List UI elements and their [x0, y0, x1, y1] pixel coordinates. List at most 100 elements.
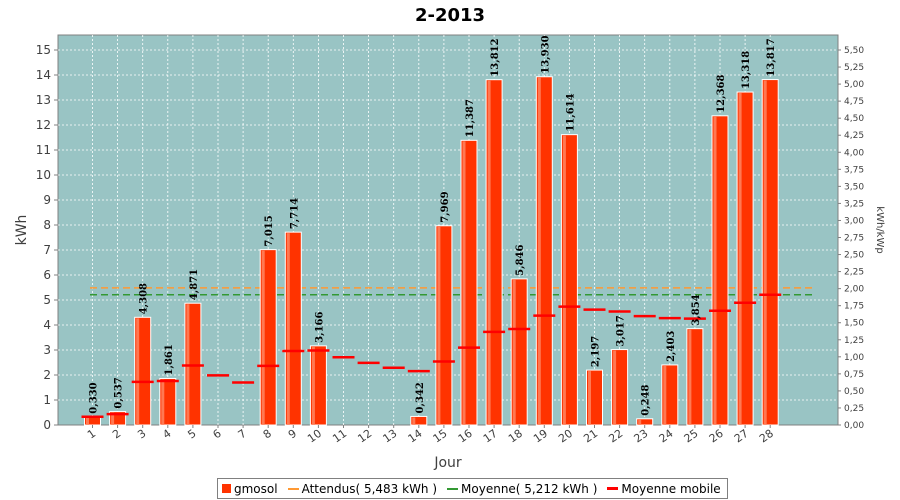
y-tick-label: 12 [36, 118, 51, 132]
x-tick-label: 25 [682, 427, 701, 446]
bar-value-label: 3,017 [616, 315, 627, 346]
bar-value-label: 3,854 [691, 294, 702, 325]
bar-highlight [311, 346, 315, 425]
y2-tick-label: 4,75 [844, 97, 864, 107]
x-tick-label: 6 [211, 427, 224, 442]
x-tick-label: 23 [631, 427, 650, 446]
bar-highlight [161, 379, 165, 425]
legend-label-moyenne-mobile: Moyenne mobile [621, 481, 721, 496]
bar-highlight [713, 116, 717, 426]
y2-tick-label: 0,50 [844, 387, 864, 397]
legend-item-gmosol: gmosol [222, 482, 278, 496]
legend-item-moyenne-mobile: Moyenne mobile [607, 481, 721, 496]
y2-tick-label: 1,50 [844, 319, 864, 329]
bar-value-label: 12,368 [716, 74, 727, 112]
legend-swatch-gmosol [222, 484, 231, 493]
y2-tick-label: 0,25 [844, 404, 864, 414]
y2-tick-label: 0,00 [844, 421, 864, 431]
y-tick-label: 14 [36, 68, 51, 82]
y2-axis-title: kWh/kWp [874, 206, 885, 253]
y2-tick-label: 5,00 [844, 80, 864, 90]
y2-tick-label: 3,50 [844, 182, 864, 192]
bar-highlight [487, 80, 491, 425]
chart-title: 2-2013 [415, 5, 485, 26]
bar-value-label: 13,318 [741, 51, 752, 89]
y-tick-label: 3 [43, 343, 51, 357]
y2-tick-label: 4,25 [844, 131, 864, 141]
y2-tick-label: 1,00 [844, 353, 864, 363]
y2-tick-label: 2,50 [844, 251, 864, 261]
x-tick-label: 2 [110, 427, 123, 442]
legend-item-moyenne: Moyenne( 5,212 kWh ) [447, 482, 597, 496]
x-tick-label: 13 [380, 427, 399, 446]
y2-tick-label: 1,75 [844, 302, 864, 312]
bar-value-label: 13,812 [490, 38, 501, 76]
bar-highlight [136, 318, 140, 425]
y-axis-title: kWh [14, 215, 30, 246]
legend-swatch-moyenne [447, 487, 459, 490]
bar-highlight [562, 135, 566, 425]
x-tick-label: 14 [406, 427, 425, 446]
bar-highlight [688, 329, 692, 425]
y-tick-label: 4 [43, 318, 51, 332]
legend-label-moyenne: Moyenne( 5,212 kWh ) [461, 481, 598, 496]
legend: gmosol Attendus( 5,483 kWh ) Moyenne( 5,… [217, 478, 728, 499]
x-tick-label: 4 [160, 427, 173, 442]
bar-highlight [86, 417, 89, 425]
bar-highlight [613, 350, 617, 425]
y2-tick-label: 5,50 [844, 46, 864, 56]
x-tick-label: 3 [135, 427, 148, 442]
y-tick-label: 11 [36, 143, 51, 157]
y2-tick-label: 2,75 [844, 234, 864, 244]
bar-value-label: 4,308 [139, 283, 150, 314]
x-tick-label: 26 [707, 427, 726, 446]
y2-tick-label: 5,25 [844, 63, 864, 73]
legend-swatch-attendus [287, 487, 299, 490]
bar-highlight [537, 77, 541, 425]
y-tick-label: 8 [43, 218, 51, 232]
x-tick-label: 18 [506, 427, 525, 446]
bar-value-label: 4,871 [189, 269, 200, 300]
x-tick-label: 1 [85, 427, 98, 442]
x-tick-label: 22 [606, 427, 625, 446]
bar-highlight [738, 93, 742, 426]
y2-tick-label: 3,75 [844, 165, 864, 175]
bar-value-label: 7,714 [289, 198, 300, 229]
bar-value-label: 0,248 [641, 384, 652, 415]
bar-value-label: 0,537 [114, 377, 125, 408]
y-tick-label: 5 [43, 293, 51, 307]
x-tick-label: 20 [556, 427, 575, 446]
y2-tick-label: 3,00 [844, 216, 864, 226]
y2-tick-label: 3,25 [844, 199, 864, 209]
bar-highlight [588, 371, 591, 425]
x-tick-label: 19 [531, 427, 550, 446]
bar-value-label: 11,387 [465, 99, 476, 137]
bar-highlight [261, 250, 265, 425]
y-tick-label: 2 [43, 368, 51, 382]
x-tick-label: 16 [456, 427, 475, 446]
legend-swatch-moyenne-mobile [607, 487, 619, 490]
x-tick-label: 27 [732, 427, 751, 446]
y-tick-label: 7 [43, 243, 51, 257]
bar-highlight [412, 417, 416, 425]
bar-value-label: 13,817 [766, 38, 777, 76]
bar-value-label: 5,846 [515, 244, 526, 275]
bar-highlight [763, 80, 767, 425]
x-tick-label: 10 [305, 427, 324, 446]
bar-value-label: 7,969 [440, 191, 451, 222]
y2-tick-label: 0,75 [844, 370, 864, 380]
y2-tick-label: 2,00 [844, 285, 864, 295]
x-tick-label: 21 [581, 427, 600, 446]
bar-value-label: 13,930 [540, 35, 551, 73]
bar-value-label: 2,403 [666, 331, 677, 362]
bar-highlight [663, 365, 667, 425]
y-tick-label: 9 [43, 193, 51, 207]
bar-value-label: 0,330 [89, 382, 100, 413]
bar-highlight [462, 141, 466, 425]
bar-highlight [512, 279, 516, 425]
y2-tick-label: 4,00 [844, 148, 864, 158]
y-tick-label: 15 [36, 43, 51, 57]
x-tick-label: 17 [481, 427, 500, 446]
